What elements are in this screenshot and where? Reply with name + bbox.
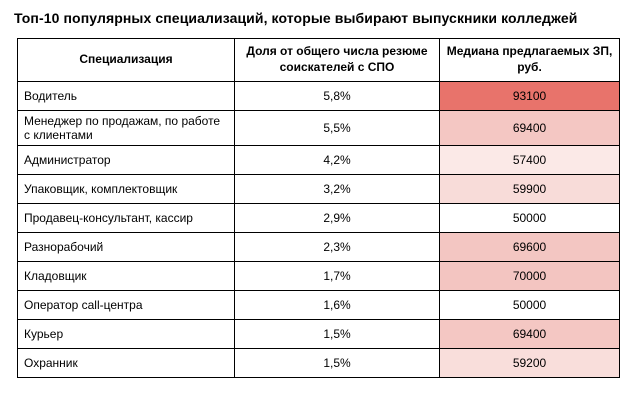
table-row: Кладовщик 1,7% 70000 [17,261,620,291]
share-cell: 1,6% [234,290,440,320]
salary-cell: 57400 [439,145,620,175]
specializations-table: Специализация Доля от общего числа резюм… [17,38,620,378]
table-header: Специализация Доля от общего числа резюм… [17,38,620,82]
chart-title: Топ-10 популярных специализаций, которые… [14,10,578,26]
salary-cell: 59200 [439,348,620,378]
share-cell: 4,2% [234,145,440,175]
table-row: Продавец-консультант, кассир 2,9% 50000 [17,203,620,233]
specialization-cell: Оператор call-центра [17,290,235,320]
table-row: Курьер 1,5% 69400 [17,319,620,349]
specialization-cell: Курьер [17,319,235,349]
share-cell: 5,5% [234,110,440,146]
share-cell: 1,5% [234,348,440,378]
salary-cell: 59900 [439,174,620,204]
salary-cell: 69400 [439,319,620,349]
table-row: Охранник 1,5% 59200 [17,348,620,378]
specialization-cell: Менеджер по продажам, по работе с клиент… [17,110,235,146]
specialization-cell: Водитель [17,81,235,111]
specialization-cell: Упаковщик, комплектовщик [17,174,235,204]
share-cell: 5,8% [234,81,440,111]
share-cell: 1,5% [234,319,440,349]
table-body: Водитель 5,8% 93100 Менеджер по продажам… [17,81,620,378]
salary-cell: 69400 [439,110,620,146]
share-cell: 3,2% [234,174,440,204]
salary-cell: 70000 [439,261,620,291]
table-row: Оператор call-центра 1,6% 50000 [17,290,620,320]
specialization-cell: Охранник [17,348,235,378]
share-cell: 2,3% [234,232,440,262]
table-row: Упаковщик, комплектовщик 3,2% 59900 [17,174,620,204]
specialization-cell: Продавец-консультант, кассир [17,203,235,233]
salary-cell: 93100 [439,81,620,111]
table-row: Водитель 5,8% 93100 [17,81,620,111]
header-row: Специализация Доля от общего числа резюм… [17,38,620,82]
share-cell: 2,9% [234,203,440,233]
salary-cell: 50000 [439,290,620,320]
header-share: Доля от общего числа резюме соискателей … [234,38,440,82]
specialization-cell: Кладовщик [17,261,235,291]
header-specialization: Специализация [17,38,235,82]
table-row: Администратор 4,2% 57400 [17,145,620,175]
share-cell: 1,7% [234,261,440,291]
table-row: Разнорабочий 2,3% 69600 [17,232,620,262]
salary-cell: 69600 [439,232,620,262]
table-row: Менеджер по продажам, по работе с клиент… [17,110,620,146]
specialization-cell: Администратор [17,145,235,175]
salary-cell: 50000 [439,203,620,233]
header-median-salary: Медиана предлагаемых ЗП, руб. [439,38,620,82]
specialization-cell: Разнорабочий [17,232,235,262]
